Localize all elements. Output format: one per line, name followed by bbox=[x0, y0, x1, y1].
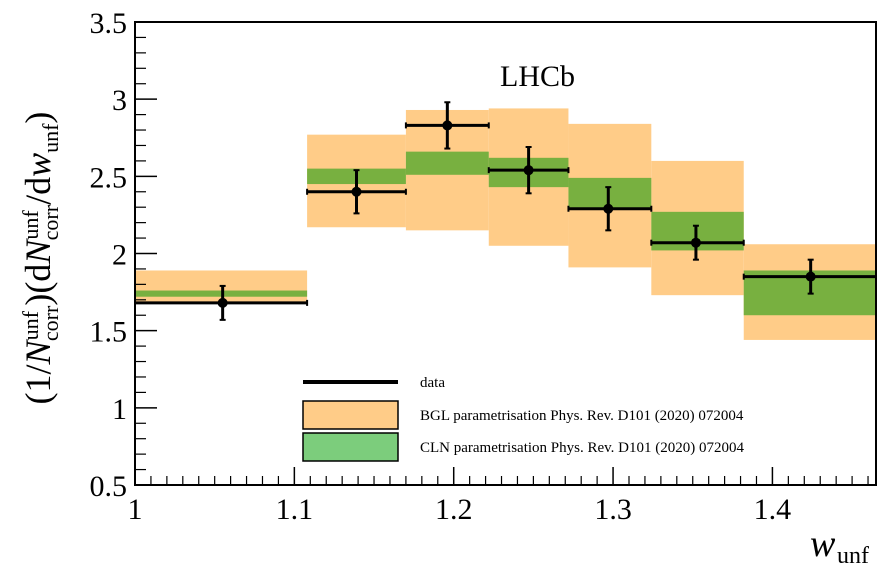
legend-cln-swatch bbox=[302, 432, 399, 462]
data-points bbox=[134, 101, 877, 321]
data-point-2 bbox=[442, 120, 453, 131]
x-axis-label-main: w bbox=[810, 523, 836, 565]
x-tick-label-2: 1.2 bbox=[435, 493, 473, 526]
legend-cln-label: CLN parametrisation Phys. Rev. D101 (202… bbox=[420, 440, 744, 456]
legend-data-label: data bbox=[420, 375, 445, 391]
y-tick-label-3: 2 bbox=[112, 239, 127, 272]
y-axis-ticks: 0.5 1 1.5 2 2.5 3 3.5 bbox=[90, 7, 157, 503]
x-axis-ticks: 1 1.1 1.2 1.3 1.4 bbox=[128, 467, 869, 526]
data-point-3 bbox=[523, 165, 534, 176]
x-tick-label-4: 1.4 bbox=[754, 493, 792, 526]
data-point-0 bbox=[217, 297, 228, 308]
data-point-5 bbox=[690, 237, 701, 248]
x-tick-label-0: 1 bbox=[128, 493, 143, 526]
y-tick-label-5: 3 bbox=[112, 84, 127, 117]
data-point-6 bbox=[805, 271, 816, 282]
lhcb-annotation: LHCb bbox=[500, 60, 575, 93]
y-axis-label: (1/Nunfcorr)(dNunfcorr/dwunf) bbox=[18, 112, 63, 405]
y-tick-label-0: 0.5 bbox=[90, 470, 128, 503]
y-tick-label-1: 1 bbox=[112, 393, 127, 426]
data-point-1 bbox=[351, 186, 362, 197]
legend-bgl-label: BGL parametrisation Phys. Rev. D101 (202… bbox=[420, 408, 744, 424]
cln-band-4 bbox=[568, 177, 652, 209]
legend: data BGL parametrisation Phys. Rev. D101… bbox=[302, 375, 744, 462]
x-tick-label-1: 1.1 bbox=[276, 493, 314, 526]
x-axis-label: w unf bbox=[810, 523, 869, 569]
data-point-4 bbox=[603, 203, 614, 214]
cln-band-2 bbox=[405, 151, 489, 175]
y-tick-label-2: 1.5 bbox=[90, 316, 128, 349]
y-tick-label-6: 3.5 bbox=[90, 7, 128, 40]
x-axis-label-sub: unf bbox=[837, 543, 869, 569]
legend-bgl-swatch bbox=[302, 400, 399, 430]
x-tick-label-3: 1.3 bbox=[594, 493, 632, 526]
y-tick-label-4: 2.5 bbox=[90, 161, 128, 194]
cln-band-0 bbox=[135, 290, 308, 297]
